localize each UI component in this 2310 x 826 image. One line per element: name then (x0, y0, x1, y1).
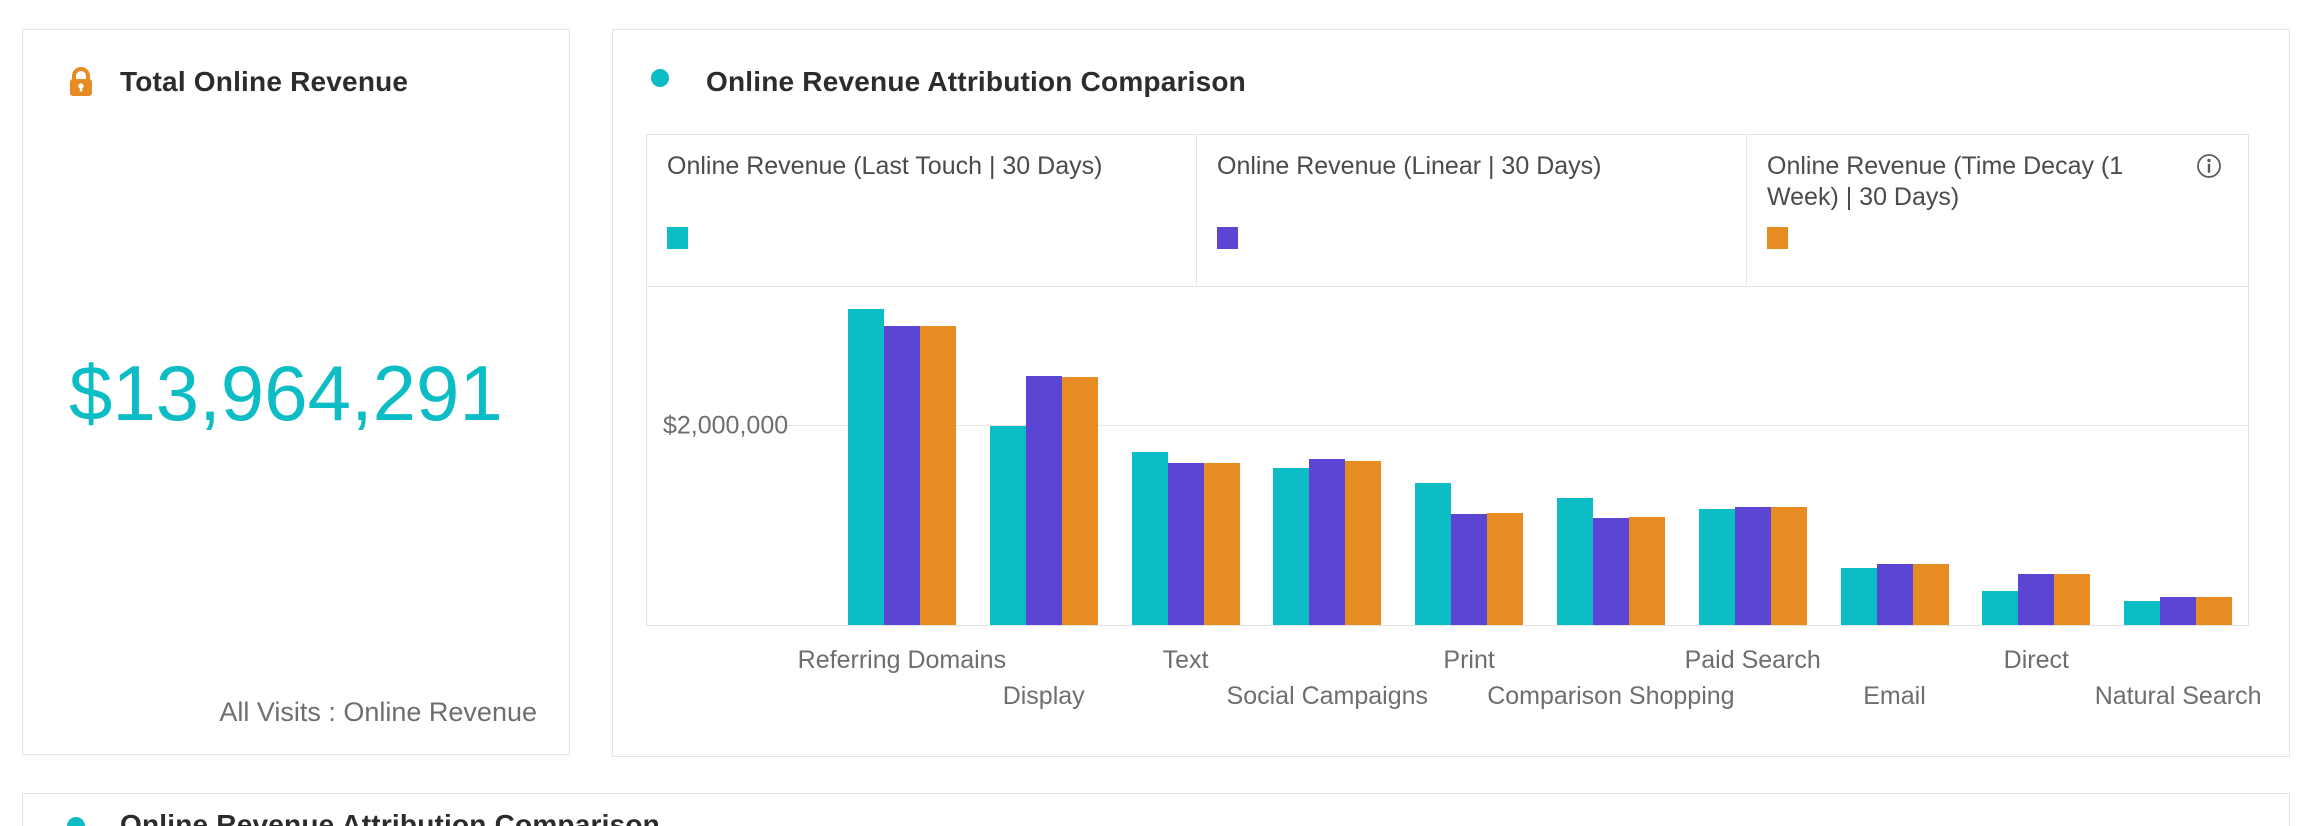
bar[interactable] (1451, 514, 1488, 625)
bar[interactable] (2196, 597, 2233, 625)
x-axis-label: Text (1162, 646, 1209, 674)
bar[interactable] (2124, 601, 2161, 625)
bar-group (1273, 459, 1383, 625)
total-card-footer: All Visits : Online Revenue (219, 697, 537, 727)
series-label: Online Revenue (Time Decay (1 Week) | 30… (1767, 152, 2124, 212)
series-label: Online Revenue (Linear | 30 Days) (1217, 152, 1602, 180)
bar[interactable] (1698, 509, 1735, 625)
bar[interactable] (2018, 574, 2055, 625)
bar-group (1698, 507, 1809, 625)
bar[interactable] (1734, 507, 1771, 625)
bar-group (1131, 452, 1242, 625)
bar-group (1556, 498, 1667, 625)
bar[interactable] (989, 426, 1026, 625)
series-header-last-touch[interactable]: Online Revenue (Last Touch | 30 Days) (647, 135, 1197, 286)
bar[interactable] (1840, 568, 1877, 625)
bar[interactable] (847, 309, 884, 625)
bar[interactable] (1592, 518, 1629, 625)
bar-group (1415, 483, 1525, 625)
x-axis-label: Print (1443, 646, 1495, 674)
panel-accent-dot (651, 69, 669, 87)
x-axis-label: Email (1863, 682, 1926, 710)
legend-swatch-time-decay (1767, 227, 1788, 249)
bar[interactable] (883, 326, 920, 625)
x-axis-label: Referring Domains (797, 646, 1007, 674)
attribution-comparison-card: Online Revenue Attribution Comparison On… (612, 29, 2290, 757)
bar[interactable] (1131, 452, 1168, 625)
bar[interactable] (1345, 461, 1382, 625)
bar[interactable] (1487, 513, 1524, 625)
bottom-card-title: Online Revenue Attribution Comparison (120, 809, 660, 826)
total-online-revenue-card: Total Online Revenue $13,964,291 All Vis… (22, 29, 570, 755)
bar[interactable] (1770, 507, 1807, 625)
bar[interactable] (1203, 463, 1240, 625)
bar-group (1840, 564, 1951, 625)
bar[interactable] (1309, 459, 1346, 625)
bar[interactable] (1982, 591, 2019, 625)
x-axis-label: Display (1002, 682, 1085, 710)
bar-group (1982, 574, 2092, 625)
panel-accent-dot (67, 817, 85, 826)
second-attribution-card: Online Revenue Attribution Comparison (22, 793, 2290, 826)
bar[interactable] (1025, 376, 1062, 625)
legend-swatch-linear (1217, 227, 1238, 249)
bar[interactable] (2160, 597, 2197, 625)
bar[interactable] (1167, 463, 1204, 625)
bar[interactable] (2054, 574, 2091, 625)
x-axis-label: Direct (2003, 646, 2069, 674)
series-header-row: Online Revenue (Last Touch | 30 Days) On… (646, 134, 2249, 287)
x-axis-labels: Referring Domains Display Text Social Campa… (646, 626, 2262, 736)
bar-group (2124, 597, 2234, 625)
x-axis-label: Comparison Shopping (1487, 682, 1735, 710)
x-axis-label: Social Campaigns (1226, 682, 1429, 710)
series-label: Online Revenue (Last Touch | 30 Days) (667, 152, 1103, 180)
bar[interactable] (1628, 517, 1665, 625)
x-axis-label: Paid Search (1684, 646, 1821, 674)
gridline-2m (782, 425, 2248, 426)
bar[interactable] (1273, 468, 1310, 625)
lock-icon (67, 67, 95, 97)
x-axis-label: Natural Search (2094, 682, 2262, 710)
total-revenue-value: $13,964,291 (69, 349, 503, 437)
series-header-linear[interactable]: Online Revenue (Linear | 30 Days) (1197, 135, 1747, 286)
legend-swatch-last-touch (667, 227, 688, 249)
bar[interactable] (1876, 564, 1913, 625)
y-axis-tick-label: $2,000,000 (663, 411, 789, 440)
bar[interactable] (1415, 483, 1452, 625)
info-icon[interactable] (2194, 151, 2224, 181)
bar-group (847, 309, 958, 625)
total-card-title: Total Online Revenue (120, 66, 409, 97)
bar[interactable] (919, 326, 956, 625)
bar-chart-plot-area: $2,000,000 (646, 286, 2249, 626)
bar[interactable] (1556, 498, 1593, 625)
comparison-card-title: Online Revenue Attribution Comparison (706, 66, 1246, 97)
series-header-time-decay[interactable]: Online Revenue (Time Decay (1 Week) | 30… (1747, 135, 2248, 286)
bar[interactable] (1061, 377, 1098, 625)
bar-group (989, 376, 1100, 625)
bar[interactable] (1912, 564, 1949, 625)
